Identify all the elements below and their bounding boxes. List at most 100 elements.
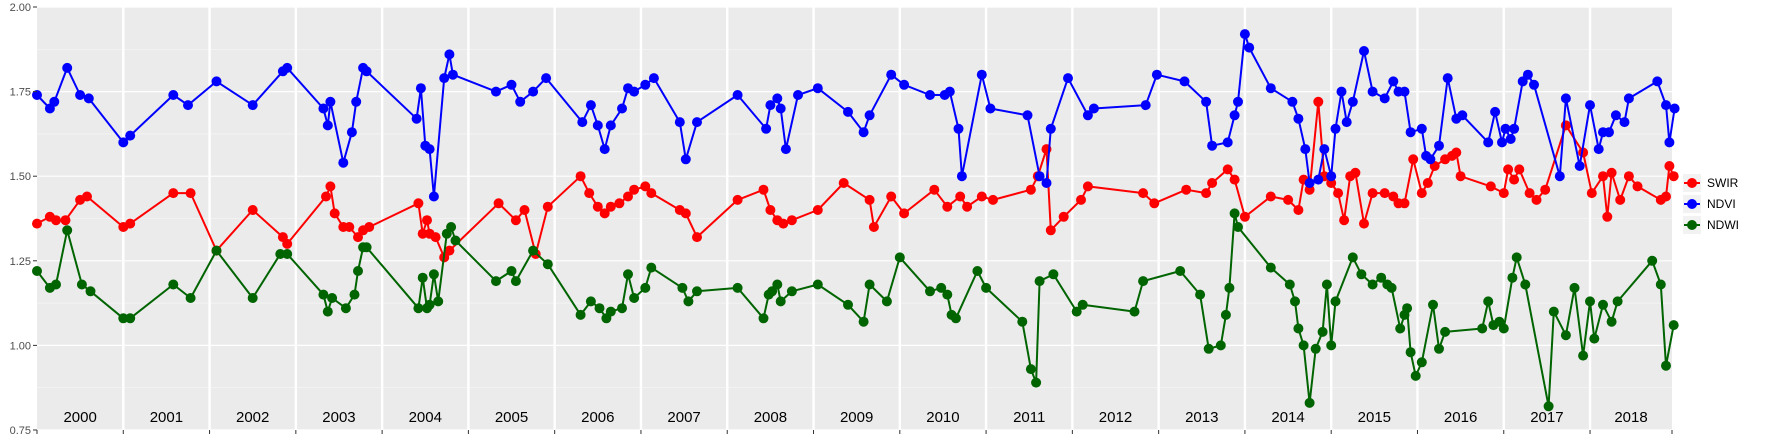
- data-point-ndwi: [732, 282, 743, 293]
- data-point-ndvi: [886, 69, 897, 80]
- data-point-ndvi: [32, 90, 42, 100]
- data-point-ndvi: [812, 83, 823, 94]
- data-point-swir: [325, 181, 336, 192]
- data-point-swir: [864, 194, 875, 205]
- data-point-ndwi: [32, 266, 42, 276]
- data-point-ndvi: [1041, 178, 1052, 188]
- data-point-ndwi: [446, 222, 457, 232]
- data-point-ndvi: [899, 79, 910, 90]
- data-point-swir: [1524, 188, 1535, 199]
- data-point-swir: [1531, 194, 1542, 205]
- year-label: 2013: [1185, 409, 1218, 426]
- series-line-ndvi: [36, 33, 1676, 198]
- data-point-swir: [1451, 147, 1462, 158]
- data-point-swir: [1379, 188, 1390, 199]
- data-point-ndwi: [211, 245, 222, 256]
- data-point-ndvi: [592, 120, 603, 131]
- data-point-swir: [1222, 164, 1233, 175]
- data-point-ndvi: [424, 144, 435, 155]
- data-point-ndvi: [858, 127, 869, 138]
- data-point-ndwi: [85, 286, 96, 297]
- data-point-ndwi: [1402, 303, 1413, 314]
- data-point-swir: [1149, 198, 1160, 209]
- data-point-swir: [1076, 194, 1086, 205]
- data-point-ndwi: [424, 299, 435, 310]
- data-point-ndwi: [1386, 282, 1397, 293]
- legend-label-ndwi: NDWI: [1707, 218, 1739, 232]
- year-label: 2018: [1614, 409, 1647, 426]
- data-point-ndvi: [1045, 123, 1056, 134]
- data-point-ndvi: [338, 157, 349, 168]
- legend-item-ndwi: NDWI: [1683, 216, 1739, 234]
- data-point-ndvi: [428, 191, 439, 202]
- data-point-ndwi: [1483, 296, 1494, 307]
- data-point-ndwi: [491, 276, 501, 287]
- data-point-ndvi: [1151, 69, 1162, 80]
- data-point-ndwi: [942, 289, 953, 300]
- data-point-ndwi: [62, 225, 73, 236]
- data-point-ndwi: [1434, 343, 1444, 354]
- data-point-swir: [510, 215, 521, 226]
- data-point-swir: [444, 245, 455, 256]
- data-point-ndwi: [322, 306, 333, 317]
- data-point-ndwi: [1175, 266, 1186, 276]
- data-point-ndwi: [1661, 360, 1671, 371]
- data-point-swir: [1025, 184, 1036, 195]
- data-point-swir: [542, 201, 553, 212]
- data-point-swir: [988, 194, 998, 205]
- year-label: 2000: [63, 409, 96, 426]
- data-point-ndvi: [1483, 137, 1494, 148]
- data-point-ndwi: [843, 299, 853, 310]
- data-point-ndwi: [413, 303, 424, 314]
- data-point-ndwi: [1229, 208, 1240, 219]
- data-point-ndvi: [953, 123, 964, 134]
- data-point-ndvi: [1341, 117, 1352, 128]
- data-point-ndvi: [346, 127, 357, 138]
- data-point-swir: [758, 184, 769, 195]
- data-point-ndwi: [623, 269, 633, 280]
- year-label: 2006: [581, 409, 614, 426]
- data-point-swir: [417, 228, 428, 239]
- data-point-ndvi: [925, 90, 935, 100]
- data-point-swir: [364, 222, 375, 232]
- data-point-ndvi: [629, 86, 640, 97]
- data-point-ndwi: [1195, 289, 1206, 300]
- data-point-ndwi: [1511, 252, 1522, 263]
- data-point-ndwi: [640, 282, 651, 293]
- data-point-swir: [1623, 171, 1634, 182]
- data-point-ndwi: [1598, 299, 1608, 310]
- data-point-ndvi: [976, 69, 987, 80]
- data-point-swir: [614, 198, 625, 209]
- data-point-ndwi: [1048, 269, 1059, 280]
- data-point-swir: [282, 238, 293, 249]
- data-point-ndwi: [1138, 276, 1149, 287]
- data-point-ndwi: [1290, 296, 1300, 307]
- data-point-ndvi: [1554, 171, 1565, 182]
- data-point-ndvi: [1434, 140, 1444, 151]
- data-point-swir: [812, 205, 823, 215]
- y-tick-label: 1.00: [10, 340, 31, 352]
- data-point-ndvi: [1300, 144, 1311, 155]
- data-point-swir: [1606, 167, 1617, 178]
- data-point-swir: [575, 171, 586, 182]
- data-point-ndvi: [864, 110, 875, 121]
- data-point-swir: [1388, 191, 1399, 202]
- year-label: 2011: [1013, 409, 1045, 426]
- data-point-ndvi: [1229, 110, 1240, 121]
- data-point-swir: [1540, 184, 1551, 195]
- data-point-ndwi: [646, 262, 657, 273]
- data-point-swir: [1503, 164, 1514, 175]
- data-point-swir: [1615, 194, 1626, 205]
- data-point-ndwi: [428, 269, 439, 280]
- data-point-ndwi: [1293, 323, 1304, 334]
- data-point-swir: [605, 201, 616, 212]
- data-point-swir: [1416, 188, 1427, 199]
- data-point-ndwi: [767, 286, 778, 297]
- data-point-ndwi: [972, 266, 983, 276]
- data-point-ndvi: [1379, 93, 1390, 104]
- legend-key-ndwi-icon: [1687, 220, 1697, 230]
- data-point-ndwi: [683, 296, 694, 307]
- data-point-ndvi: [1604, 127, 1614, 138]
- data-point-swir: [321, 191, 331, 202]
- series-layer: [32, 29, 1680, 412]
